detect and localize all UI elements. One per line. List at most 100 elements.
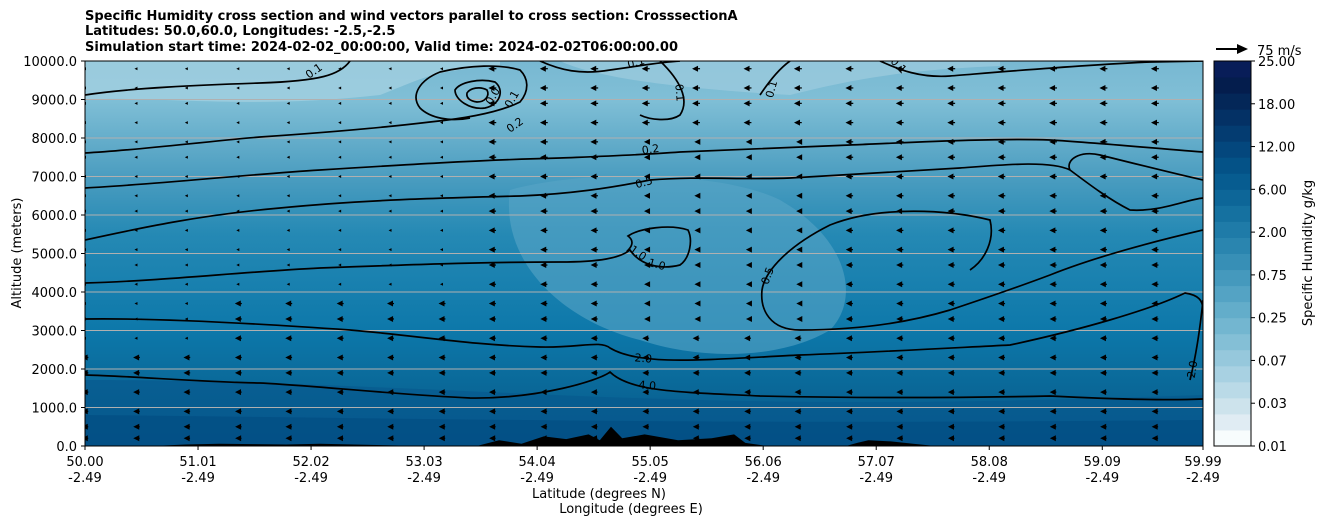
wind-vector-9-18	[539, 119, 548, 126]
x-tick-label-lat-5: 55.05	[632, 455, 669, 470]
wind-vector-7-12	[439, 228, 443, 232]
wind-vector-1-8	[134, 302, 138, 306]
wind-vector-19-3	[1049, 389, 1057, 396]
wind-vector-3-0	[235, 435, 242, 442]
wind-vector-20-11	[1099, 246, 1108, 253]
y-tick-label-1: 1000.0	[32, 402, 78, 417]
wind-vector-19-16	[1049, 154, 1057, 161]
wind-vector-11-14	[643, 192, 650, 199]
y-tick-label-9: 9000.0	[32, 94, 78, 109]
wind-vector-4-18	[286, 121, 290, 125]
wind-vector-4-16	[286, 155, 290, 159]
wind-vector-8-11	[488, 246, 496, 253]
wind-vector-11-19	[641, 100, 650, 107]
wind-vector-15-18	[845, 119, 854, 126]
wind-vector-17-7	[947, 315, 955, 322]
wind-vector-5-7	[336, 315, 344, 322]
x-axis-label-secondary: Longitude (degrees E)	[559, 502, 703, 517]
wind-vector-18-21	[997, 65, 1006, 72]
wind-vector-1-15	[134, 175, 138, 178]
contour-4-0	[85, 370, 1203, 401]
wind-vector-2-2	[183, 408, 191, 415]
wind-vector-9-4	[540, 369, 548, 376]
contour-2-0	[85, 292, 1203, 361]
wind-vector-11-12	[644, 227, 651, 234]
wind-vector-16-6	[896, 335, 904, 342]
contour-label-0: 4.0	[638, 378, 657, 392]
wind-vector-2-5	[183, 354, 191, 361]
wind-vector-8-14	[488, 192, 497, 199]
colorbar-segment-6	[1214, 333, 1251, 351]
wind-vector-8-7	[488, 315, 496, 322]
wind-vector-10-13	[590, 208, 598, 215]
wind-vector-0-4	[85, 369, 89, 376]
wind-vector-6-16	[388, 155, 392, 159]
wind-vector-12-20	[692, 84, 701, 91]
wind-vector-7-6	[438, 335, 446, 342]
wind-vector-1-2	[133, 408, 140, 415]
wind-vector-19-7	[1049, 315, 1057, 322]
wind-vector-21-12	[1151, 227, 1159, 234]
wind-vector-9-3	[540, 389, 548, 396]
wind-vector-18-11	[997, 246, 1006, 253]
wind-vector-6-0	[387, 435, 394, 442]
contour-2-0-right	[1189, 299, 1203, 381]
wind-vector-20-1	[1100, 423, 1107, 430]
wind-vector-16-4	[896, 369, 904, 376]
wind-vector-1-18	[134, 121, 138, 125]
wind-vector-1-12	[134, 228, 138, 232]
wind-vector-10-1	[590, 423, 598, 430]
wind-vector-15-8	[845, 300, 853, 307]
wind-vector-16-19	[895, 100, 904, 107]
wind-vector-19-4	[1049, 369, 1057, 376]
colorbar-segment-10	[1214, 269, 1251, 287]
wind-vector-5-5	[336, 354, 344, 361]
wind-vector-13-0	[744, 435, 751, 442]
wind-vector-4-0	[285, 435, 292, 442]
contour-label-3: 1.0	[647, 256, 667, 273]
wind-vector-3-21	[236, 67, 240, 71]
x-tick-label-lon-2: -2.49	[294, 471, 328, 486]
wind-vector-10-6	[590, 335, 598, 342]
wind-vector-15-16	[845, 154, 854, 161]
moist-layer-surface	[85, 415, 1203, 446]
wind-vector-20-2	[1100, 408, 1107, 415]
wind-vector-3-14	[236, 194, 240, 198]
wind-vector-7-19	[439, 101, 443, 105]
colorbar-segment-18	[1214, 141, 1251, 158]
wind-vector-4-11	[286, 248, 290, 252]
wind-vector-12-6	[692, 335, 700, 342]
wind-vector-21-0	[1151, 435, 1159, 442]
wind-vector-17-1	[947, 423, 955, 430]
wind-vector-19-0	[1049, 435, 1057, 442]
wind-vector-14-2	[794, 408, 802, 415]
wind-vector-10-16	[590, 154, 599, 161]
wind-vector-16-2	[896, 408, 903, 415]
y-tick-label-6: 6000.0	[32, 209, 78, 224]
wind-vector-10-5	[590, 354, 598, 361]
wind-vector-20-20	[1099, 84, 1108, 91]
wind-vector-15-7	[845, 315, 853, 322]
wind-vector-2-21	[184, 67, 188, 71]
wind-vector-19-10	[1049, 262, 1057, 269]
wind-vector-3-16	[236, 155, 240, 159]
wind-vector-19-1	[1049, 423, 1057, 430]
wind-vector-13-13	[745, 208, 752, 215]
wind-vector-16-8	[896, 300, 904, 307]
wind-vector-16-13	[896, 208, 904, 215]
wind-vector-21-3	[1151, 389, 1159, 396]
x-tick-label-lat-2: 52.02	[292, 455, 329, 470]
wind-vector-3-4	[234, 369, 242, 376]
wind-vector-9-1	[540, 423, 548, 430]
wind-vector-2-15	[184, 175, 188, 178]
wind-vector-8-2	[489, 408, 496, 415]
wind-vector-18-19	[997, 100, 1006, 107]
wind-vector-9-17	[539, 138, 548, 145]
y-tick-label-8: 8000.0	[32, 132, 78, 147]
wind-vector-3-17	[236, 140, 240, 144]
wind-vector-13-5	[744, 354, 751, 361]
y-tick-label-10: 10000.0	[23, 55, 77, 70]
wind-vector-13-3	[744, 389, 751, 396]
y-tick-label-0: 0.0	[56, 440, 77, 455]
wind-vector-13-20	[743, 84, 752, 91]
